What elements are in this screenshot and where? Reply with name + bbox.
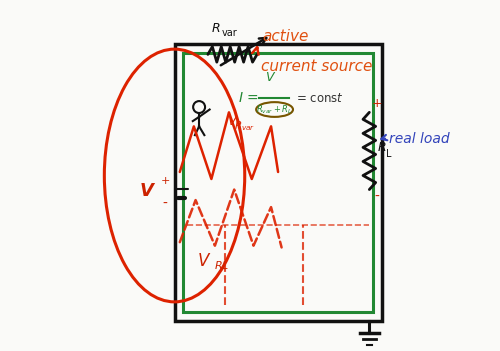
Text: L: L xyxy=(386,150,392,159)
Text: $I$ =: $I$ = xyxy=(238,91,258,105)
Text: -: - xyxy=(374,190,380,204)
Text: = cons$t$: = cons$t$ xyxy=(296,92,344,105)
Text: current source: current source xyxy=(260,59,372,74)
Text: R: R xyxy=(378,141,386,154)
Bar xyxy=(174,44,382,321)
Text: $R_{var}+R_L$: $R_{var}+R_L$ xyxy=(256,103,293,116)
Text: +: + xyxy=(160,176,170,186)
Text: -: - xyxy=(162,197,168,211)
Bar xyxy=(184,53,373,312)
Text: R: R xyxy=(212,22,220,35)
Text: $R_{var}$: $R_{var}$ xyxy=(234,119,256,133)
Text: V: V xyxy=(140,182,153,200)
Text: $V$: $V$ xyxy=(197,252,212,271)
Text: $V$: $V$ xyxy=(227,114,238,128)
Text: var: var xyxy=(221,28,237,38)
Text: active: active xyxy=(262,29,308,44)
Text: $V$: $V$ xyxy=(266,71,276,84)
Text: +: + xyxy=(372,97,382,110)
Text: $RL$: $RL$ xyxy=(214,259,230,271)
Text: real load: real load xyxy=(388,132,450,146)
